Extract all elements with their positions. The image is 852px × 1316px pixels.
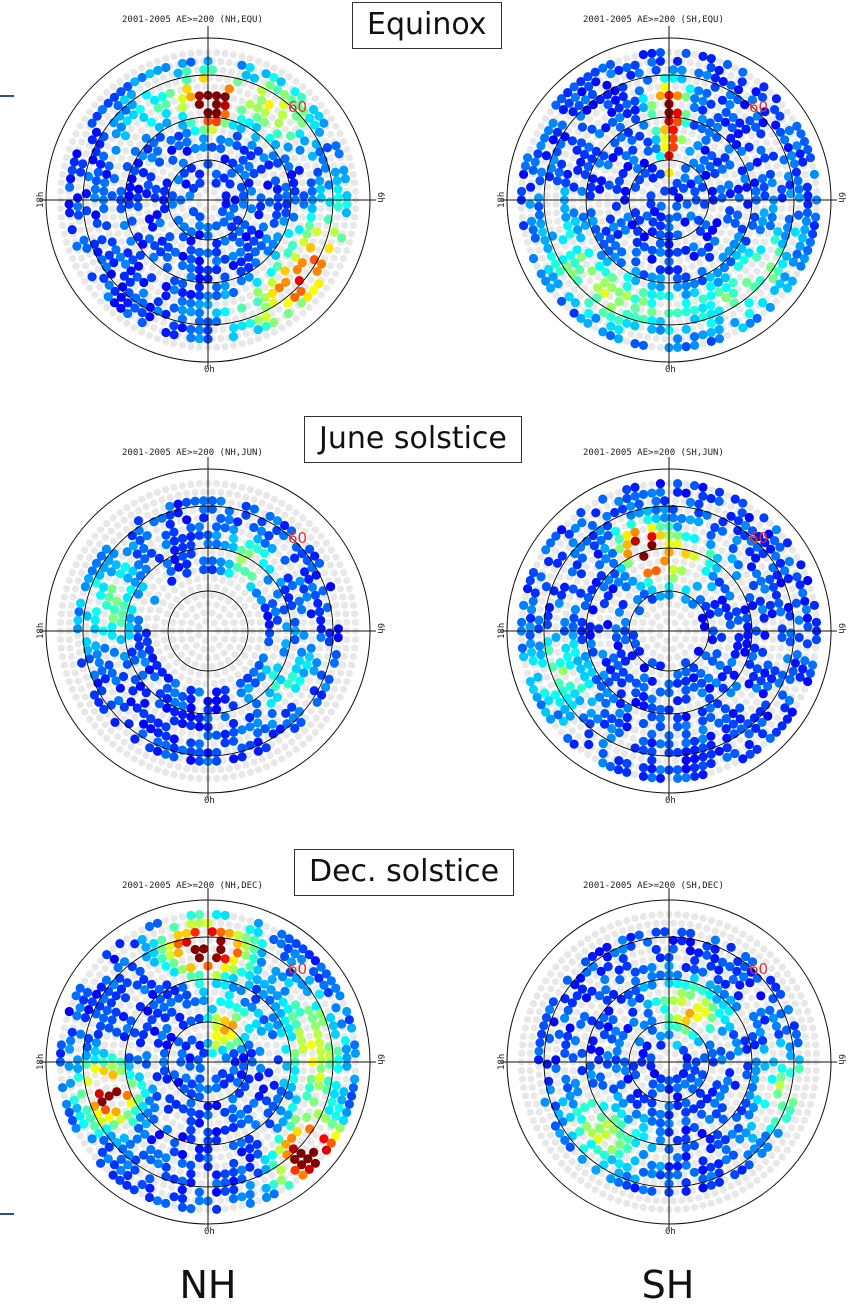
plot-title: 2001-2005 AE>=200 (NH,DEC) [122, 881, 263, 891]
tick-label-18h: 18h [36, 1054, 46, 1070]
polar-plot-sh-jun: 2001-2005 AE>=200 (SH,JUN) 0h 18h 6h 60 [497, 448, 846, 806]
tick-label-0h: 0h [665, 796, 676, 806]
tick-label-0h: 0h [204, 796, 215, 806]
side-rule-bottom [0, 1213, 14, 1215]
tick-label-0h: 0h [665, 365, 676, 375]
season-label-june-solstice: June solstice [304, 416, 522, 463]
polar-plot-nh-dec: 2001-2005 AE>=200 (NH,DEC) 0h 18h 6h 60 [36, 881, 385, 1237]
data-cells [73, 496, 343, 767]
hemisphere-label-nh: NH [179, 1263, 237, 1307]
tick-label-18h: 18h [36, 623, 46, 639]
polar-plot-nh-equ: 2001-2005 AE>=200 (NH,EQU) 0h 18h 6h 60 [36, 15, 385, 375]
tick-label-6h: 6h [836, 1054, 846, 1065]
tick-label-6h: 6h [836, 192, 846, 203]
tick-label-18h: 18h [497, 1054, 507, 1070]
tick-label-18h: 18h [497, 623, 507, 639]
ring-label-60: 60 [288, 529, 307, 547]
ring-label-60: 60 [749, 529, 768, 547]
data-cells [534, 927, 805, 1197]
plot-title: 2001-2005 AE>=200 (NH,JUN) [122, 448, 263, 458]
ring-label-60: 60 [749, 960, 768, 978]
tick-label-6h: 6h [375, 623, 385, 634]
ring-label-60: 60 [749, 98, 768, 116]
season-label-equinox: Equinox [352, 2, 502, 49]
data-cells [516, 479, 822, 784]
tick-label-18h: 18h [36, 192, 46, 208]
tick-label-18h: 18h [497, 192, 507, 208]
data-cells [64, 56, 352, 344]
tick-label-0h: 0h [665, 1227, 676, 1237]
plot-title: 2001-2005 AE>=200 (SH,DEC) [583, 881, 724, 891]
tick-label-6h: 6h [375, 192, 385, 203]
plot-title: 2001-2005 AE>=200 (NH,EQU) [122, 15, 263, 25]
tick-label-6h: 6h [375, 1054, 385, 1065]
ring-label-60: 60 [288, 98, 307, 116]
tick-label-6h: 6h [836, 623, 846, 634]
plot-title: 2001-2005 AE>=200 (SH,EQU) [583, 15, 724, 25]
polar-plot-sh-equ: 2001-2005 AE>=200 (SH,EQU) 0h 18h 6h 60 [497, 15, 846, 375]
hemisphere-label-sh: SH [641, 1263, 695, 1307]
polar-plot-sh-dec: 2001-2005 AE>=200 (SH,DEC) 0h 18h 6h 60 [497, 881, 846, 1237]
plot-title: 2001-2005 AE>=200 (SH,JUN) [583, 448, 724, 458]
side-rule-top [0, 95, 14, 97]
season-label-dec-solstice: Dec. solstice [294, 849, 515, 896]
ring-label-60: 60 [288, 960, 307, 978]
tick-label-0h: 0h [204, 1227, 215, 1237]
tick-label-0h: 0h [204, 365, 215, 375]
polar-plot-nh-jun: 2001-2005 AE>=200 (NH,JUN) 0h 18h 6h 60 [36, 448, 385, 806]
